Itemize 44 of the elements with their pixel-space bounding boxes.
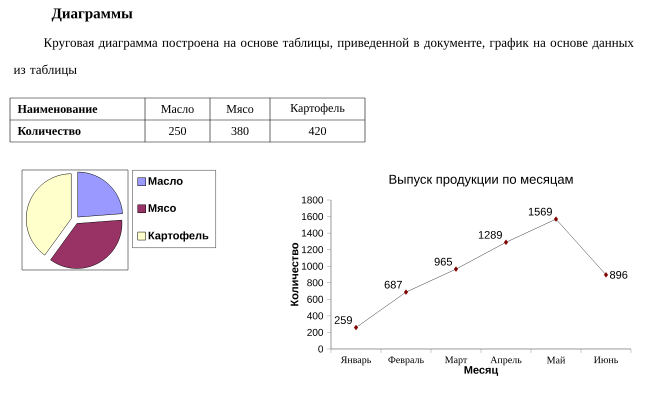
chart-title: Выпуск продукции по месяцам [390,174,573,186]
legend-label: Масло [148,177,183,185]
x-tick-label: Март [444,356,468,366]
legend-label: Картофель [148,231,208,242]
category-label: Мясо [226,105,254,113]
y-tick-label: 0 [318,345,324,353]
y-tick-label: 400 [307,312,324,320]
text: Круговая диаграмма построена на основе таблицы, приведенной в документе, график на основе данных из таблицы [14,38,634,76]
data-label: 1569 [528,208,552,216]
y-tick-label: 200 [307,328,324,336]
text: Диаграммы [52,8,132,22]
data-label: 687 [384,280,402,289]
legend-label: Мясо [148,204,176,212]
point [554,216,558,222]
y-tick-label: 1200 [302,246,324,254]
category-label: Картофель [290,104,344,114]
x-tick-label: Апрель [490,356,522,366]
y-tick-label: 1400 [302,230,324,237]
category-label: Масло [161,105,194,113]
data-label: 380 [232,126,249,136]
data-label: 420 [308,126,326,136]
point [404,289,408,295]
data-label: 965 [434,258,452,266]
data-label: 259 [334,316,352,324]
text: Количество [18,127,81,135]
data-label: 896 [610,270,628,279]
point [354,324,358,330]
y-tick-label: 1800 [302,196,324,204]
x-tick-label: Май [546,356,566,364]
x-tick-label: Июнь [594,356,618,364]
x-tick-label: Февраль [388,356,424,366]
data-label: 1289 [478,230,502,239]
point [454,266,458,272]
text: Наименование [18,105,98,113]
y-tick-label: 1000 [302,262,324,270]
y-axis-title: Количество [290,242,298,306]
x-tick-label: Январь [340,356,372,366]
point [604,272,608,278]
point [504,240,508,245]
x-axis-title: Месяц [464,366,498,376]
data-label: 250 [169,126,186,136]
y-tick-label: 800 [307,279,324,286]
y-tick-label: 1600 [302,213,324,220]
y-tick-label: 600 [307,296,324,303]
